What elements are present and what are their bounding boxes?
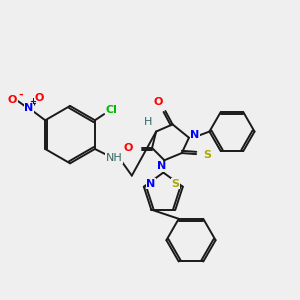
Text: N: N bbox=[146, 178, 156, 189]
Text: N: N bbox=[157, 161, 166, 171]
Text: NH: NH bbox=[106, 153, 123, 163]
Text: -: - bbox=[18, 90, 23, 100]
Text: H: H bbox=[144, 117, 152, 127]
Text: N: N bbox=[24, 103, 33, 113]
Text: Cl: Cl bbox=[105, 105, 117, 115]
Text: +: + bbox=[29, 97, 36, 106]
Text: O: O bbox=[34, 93, 44, 103]
Text: O: O bbox=[154, 97, 163, 107]
Text: S: S bbox=[172, 178, 180, 189]
Text: N: N bbox=[190, 130, 200, 140]
Text: S: S bbox=[203, 150, 211, 160]
Text: O: O bbox=[8, 95, 17, 105]
Text: O: O bbox=[124, 143, 133, 153]
